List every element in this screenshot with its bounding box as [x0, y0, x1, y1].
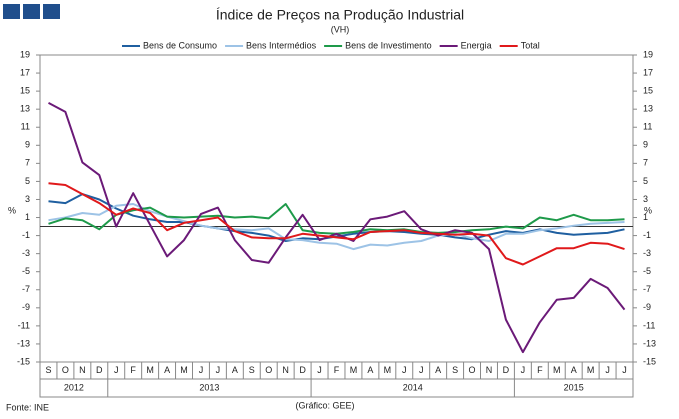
y-tick-label: 9: [25, 140, 30, 150]
x-tick-label: D: [299, 365, 306, 375]
y2-tick-label: -7: [643, 284, 651, 294]
y2-tick-label: 1: [643, 212, 648, 222]
x-tick-label: A: [571, 365, 577, 375]
x-tick-label: M: [146, 365, 154, 375]
y-tick-label: 1: [25, 212, 30, 222]
x-tick-label: F: [130, 365, 136, 375]
x-tick-label: F: [537, 365, 543, 375]
x-tick-label: J: [605, 365, 610, 375]
y-tick-label: 5: [25, 176, 30, 186]
x-tick-label: N: [79, 365, 86, 375]
x-tick-label: D: [503, 365, 510, 375]
x-tick-label: J: [216, 365, 221, 375]
x-tick-label: J: [114, 365, 119, 375]
y2-axis-label: %: [644, 205, 652, 215]
x-tick-label: A: [435, 365, 441, 375]
x-tick-label: M: [180, 365, 188, 375]
series-line: [48, 102, 626, 354]
x-tick-label: J: [199, 365, 204, 375]
x-tick-label: J: [419, 365, 424, 375]
x-tick-label: M: [587, 365, 595, 375]
y-tick-label: -7: [22, 284, 30, 294]
x-tick-label: F: [334, 365, 340, 375]
y2-tick-label: 3: [643, 194, 648, 204]
x-tick-label: J: [317, 365, 322, 375]
x-tick-label: O: [469, 365, 476, 375]
legend-label: Bens de Consumo: [143, 40, 217, 50]
y2-tick-label: -1: [643, 230, 651, 240]
x-tick-label: A: [164, 365, 170, 375]
x-tick-label: S: [249, 365, 255, 375]
x-tick-label: S: [452, 365, 458, 375]
credit: (Gráfico: GEE): [295, 400, 354, 410]
x-tick-label: O: [62, 365, 69, 375]
y2-tick-label: 17: [643, 67, 653, 77]
x-tick-label: J: [521, 365, 526, 375]
x-tick-label: J: [402, 365, 407, 375]
y-tick-label: -3: [22, 248, 30, 258]
x-tick-label: S: [45, 365, 51, 375]
y-axis-label: %: [8, 205, 16, 215]
y2-tick-label: -11: [643, 320, 655, 330]
logo-square: [23, 4, 40, 19]
x-tick-label: J: [622, 365, 627, 375]
y-tick-label: 11: [21, 122, 30, 132]
y2-tick-label: 19: [643, 49, 653, 59]
logo-square: [43, 4, 60, 19]
y2-tick-label: 5: [643, 176, 648, 186]
y-tick-label: 7: [25, 158, 30, 168]
y2-tick-label: -9: [643, 302, 651, 312]
legend-label: Bens de Investimento: [345, 40, 432, 50]
legend-label: Total: [521, 40, 540, 50]
y2-tick-label: -5: [643, 266, 651, 276]
x-tick-label: A: [367, 365, 373, 375]
y-tick-label: 13: [20, 104, 30, 114]
legend-label: Bens Intermédios: [246, 40, 317, 50]
year-label: 2014: [403, 382, 423, 392]
y-tick-label: 15: [20, 85, 30, 95]
x-tick-label: D: [96, 365, 103, 375]
x-tick-label: M: [384, 365, 392, 375]
chart-title: Índice de Preços na Produção Industrial: [216, 7, 464, 23]
y-tick-label: -11: [18, 320, 30, 330]
x-tick-label: N: [486, 365, 493, 375]
y-tick-label: 19: [20, 49, 30, 59]
x-tick-label: M: [553, 365, 561, 375]
y2-tick-label: 11: [643, 122, 652, 132]
y2-tick-label: 15: [643, 85, 653, 95]
legend-label: Energia: [461, 40, 492, 50]
year-label: 2013: [199, 382, 219, 392]
chart-subtitle: (VH): [331, 24, 350, 34]
series-line: [48, 182, 625, 266]
y2-tick-label: -13: [643, 338, 656, 348]
y2-tick-label: 7: [643, 158, 648, 168]
y-tick-label: -1: [22, 230, 30, 240]
y-tick-label: -9: [22, 302, 30, 312]
year-label: 2012: [64, 382, 84, 392]
y-tick-label: -5: [22, 266, 30, 276]
year-label: 2015: [564, 382, 584, 392]
source: Fonte: INE: [6, 402, 49, 412]
y2-tick-label: 13: [643, 104, 653, 114]
y2-tick-label: -15: [643, 356, 656, 366]
y-tick-label: 3: [25, 194, 30, 204]
y2-tick-label: 9: [643, 140, 648, 150]
x-tick-label: A: [232, 365, 238, 375]
x-tick-label: O: [265, 365, 272, 375]
x-tick-label: M: [350, 365, 358, 375]
y-tick-label: -13: [17, 338, 30, 348]
x-tick-label: N: [282, 365, 289, 375]
y2-tick-label: -3: [643, 248, 651, 258]
logo-square: [3, 4, 20, 19]
y-tick-label: -15: [17, 356, 30, 366]
y-tick-label: 17: [20, 67, 30, 77]
